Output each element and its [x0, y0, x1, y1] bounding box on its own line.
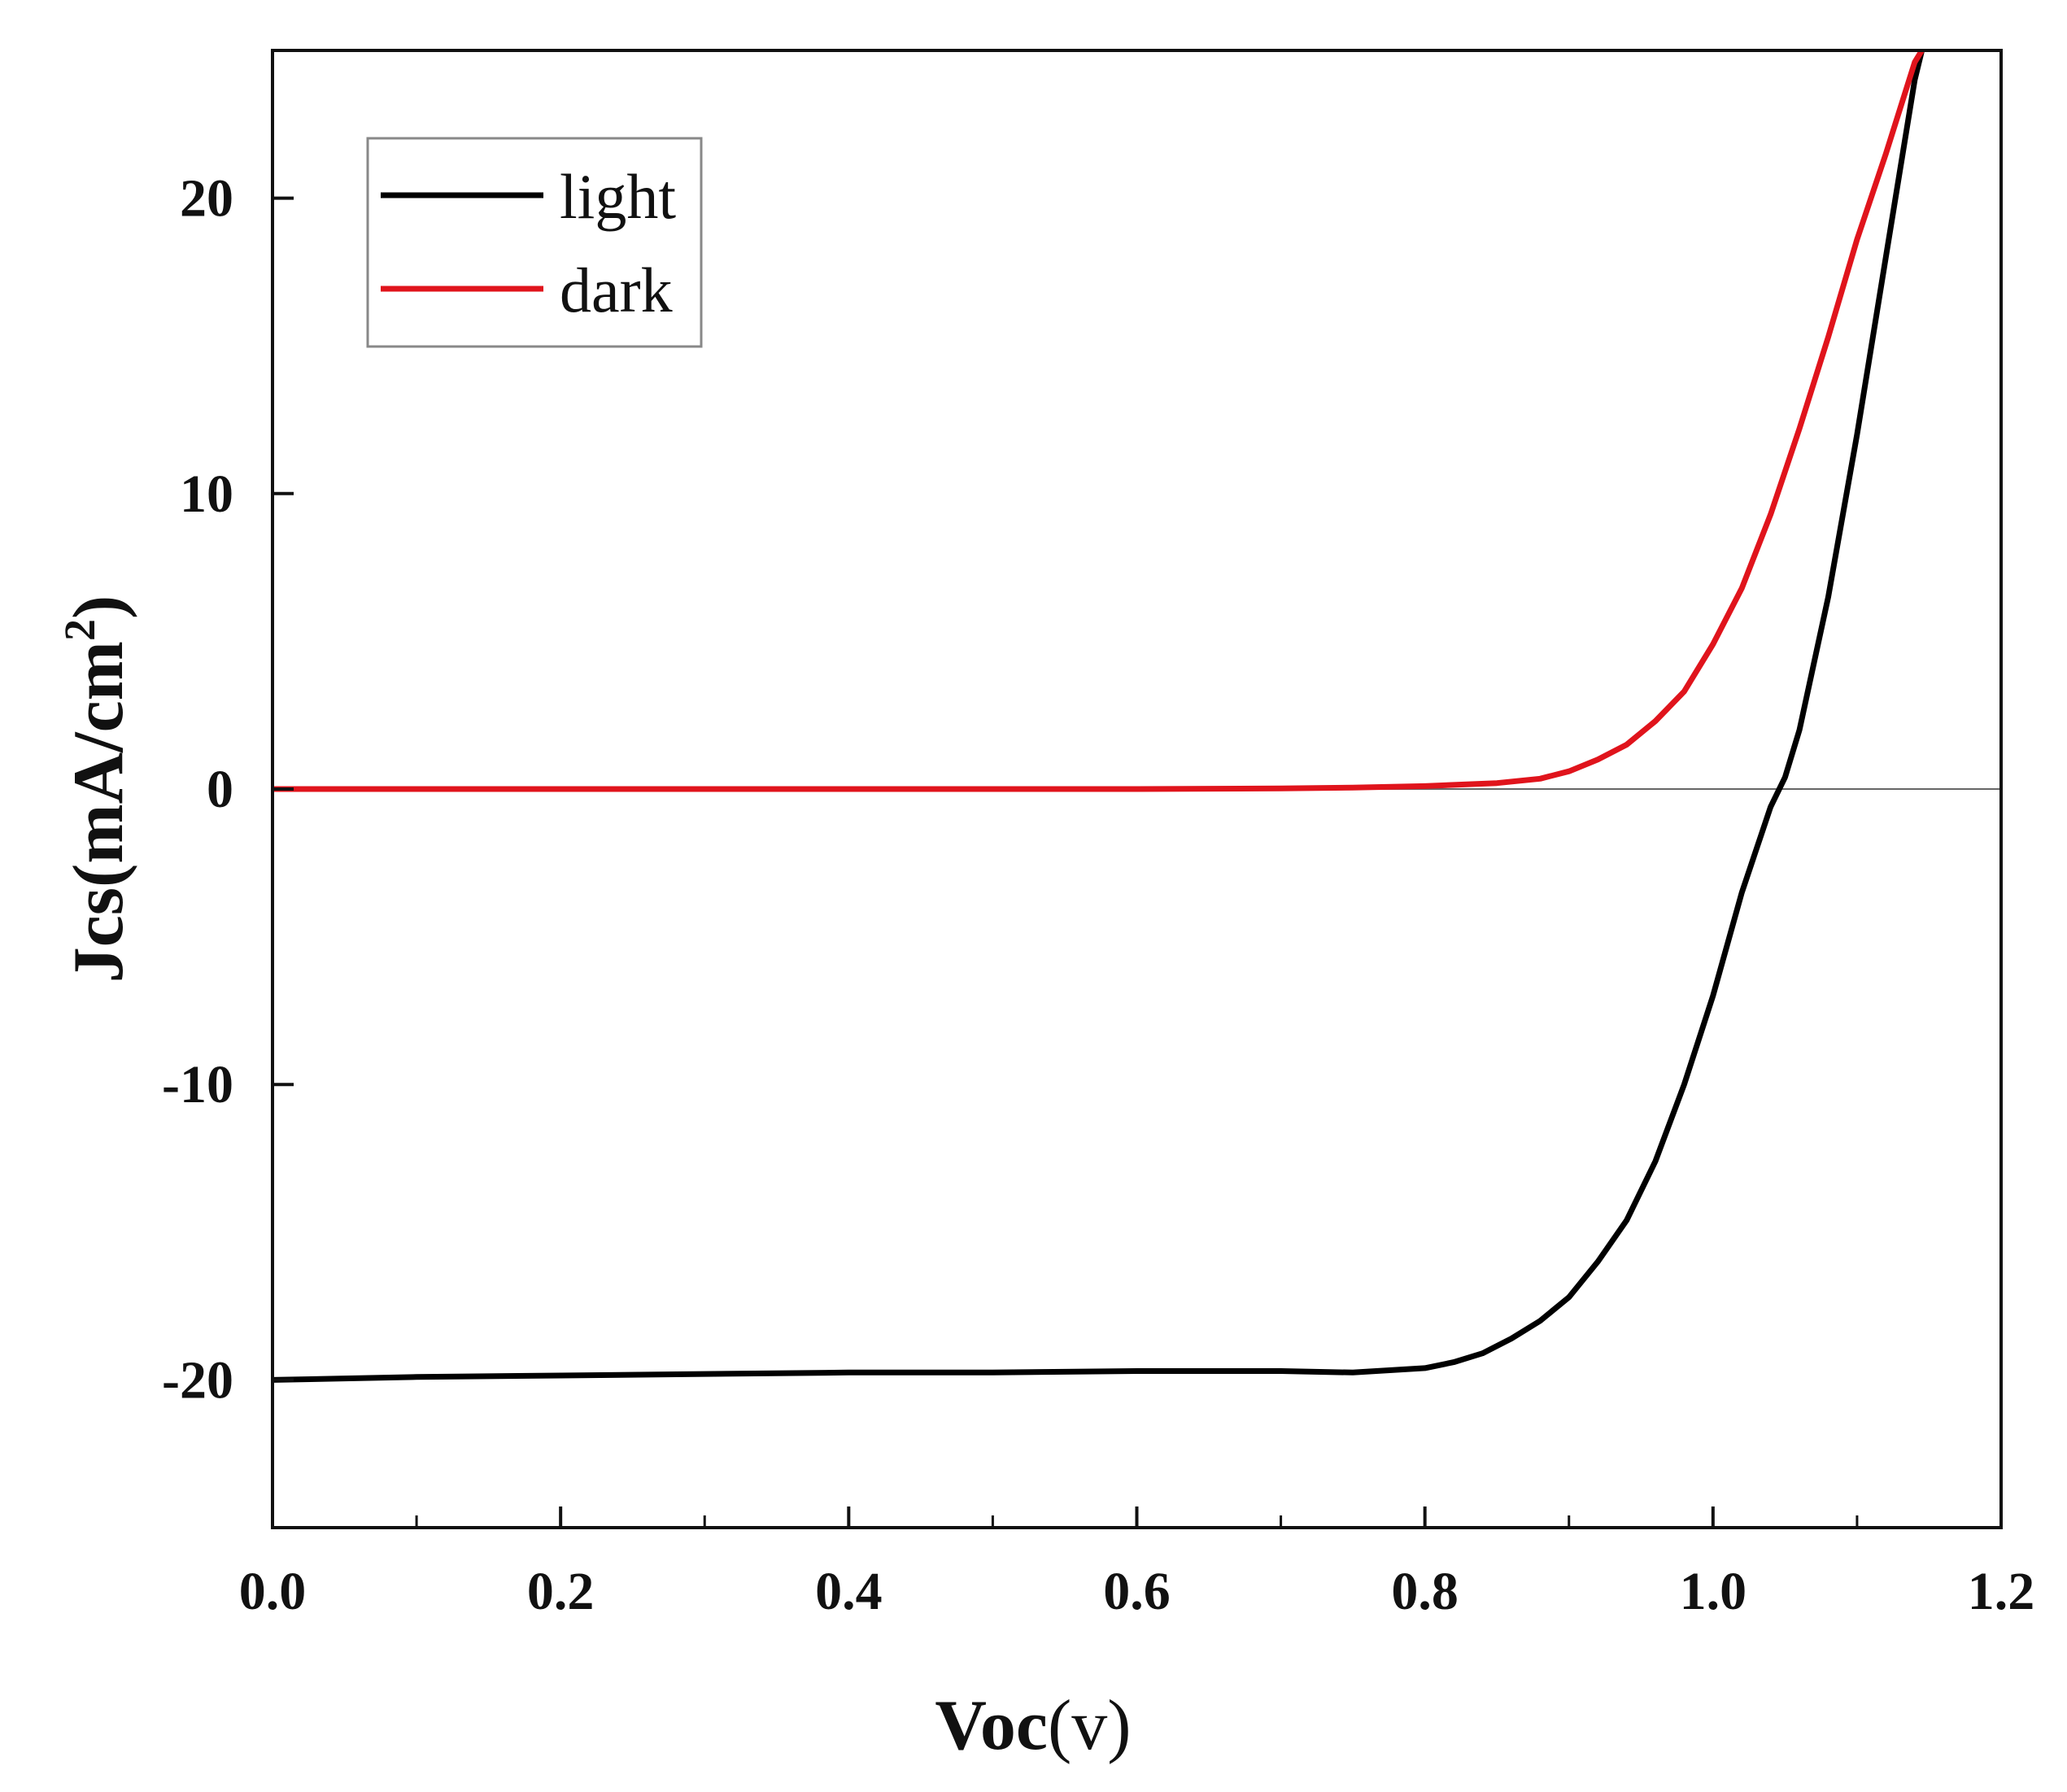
x-tick-label: 0.8	[1391, 1562, 1459, 1621]
y-tick-label: -20	[162, 1350, 233, 1410]
x-tick-label: 0.0	[239, 1562, 307, 1621]
legend: light dark	[366, 137, 703, 348]
y-axis-title-sup: 2	[55, 619, 104, 641]
x-axis-title-main: Voc	[935, 1686, 1048, 1765]
y-tick-label: 10	[180, 464, 233, 524]
x-tick-label: 1.0	[1680, 1562, 1747, 1621]
series-line-light	[273, 50, 1925, 1383]
x-tick-label: 0.6	[1103, 1562, 1171, 1621]
y-tick-label: 0	[207, 760, 233, 819]
x-axis-title-unit: (v)	[1048, 1686, 1132, 1765]
y-tick-label: 20	[180, 169, 233, 229]
y-tick-label: -10	[162, 1055, 233, 1114]
y-axis-title: Jcs(mA/cm2)	[55, 595, 138, 983]
series-line-dark	[273, 50, 1925, 792]
legend-label-dark: dark	[560, 255, 673, 325]
x-tick-label: 0.2	[527, 1562, 595, 1621]
legend-label-light: light	[560, 161, 676, 232]
legend-box	[366, 137, 703, 348]
x-tick-label: 0.4	[815, 1562, 883, 1621]
y-axis-title-close: )	[59, 595, 138, 619]
y-axis-title-main: Jcs(mA/cm	[59, 641, 138, 983]
x-axis-title: Voc(v)	[935, 1686, 1131, 1765]
x-tick-label: 1.2	[1968, 1562, 2035, 1621]
